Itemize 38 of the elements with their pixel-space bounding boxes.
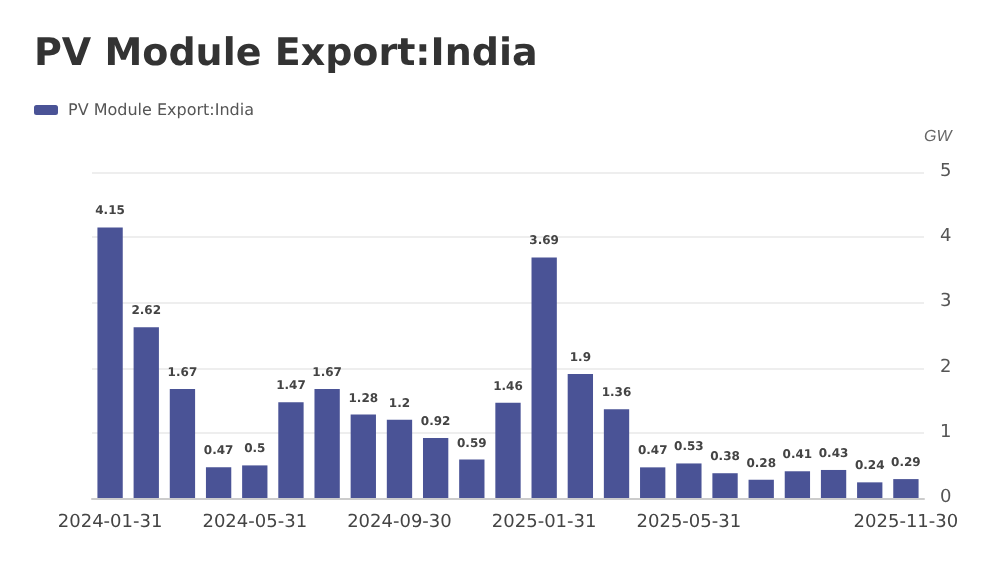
bar (242, 465, 268, 498)
bar (531, 257, 557, 498)
x-tick-label: 2024-09-30 (347, 513, 453, 533)
bar (676, 463, 702, 498)
x-tick-label: 2025-11-30 (853, 513, 959, 533)
bar (712, 473, 738, 498)
y-tick-label: 4 (940, 227, 952, 248)
bar (820, 469, 847, 498)
y-axis-title: GW (924, 127, 955, 145)
bar (314, 389, 340, 498)
bar (97, 227, 123, 498)
bar (603, 409, 630, 498)
y-tick-label: 1 (940, 422, 952, 443)
y-tick-label: 2 (940, 357, 952, 378)
bar (278, 402, 304, 498)
bar (857, 482, 883, 498)
x-tick-label: 2024-01-31 (57, 513, 163, 533)
y-tick-label: 0 (940, 488, 952, 508)
y-tick-label: 3 (940, 292, 952, 313)
bar (133, 327, 159, 498)
bar (893, 479, 919, 498)
bar (748, 479, 774, 498)
x-tick-label: 2025-05-31 (636, 513, 742, 533)
x-tick-label: 2024-05-31 (202, 513, 308, 533)
x-tick-label: 2025-01-31 (491, 513, 597, 533)
chart-title: PV Module Export:India (34, 31, 538, 75)
bar (205, 467, 232, 498)
y-tick-label: 5 (940, 162, 952, 182)
bar (422, 438, 449, 498)
bar (386, 419, 413, 498)
bar (350, 414, 376, 498)
bar (784, 471, 811, 498)
bar (640, 467, 666, 498)
bar (169, 389, 196, 498)
legend-label: PV Module Export:India (68, 101, 255, 119)
bar (459, 459, 485, 498)
bar (567, 374, 594, 498)
bar (495, 402, 521, 498)
